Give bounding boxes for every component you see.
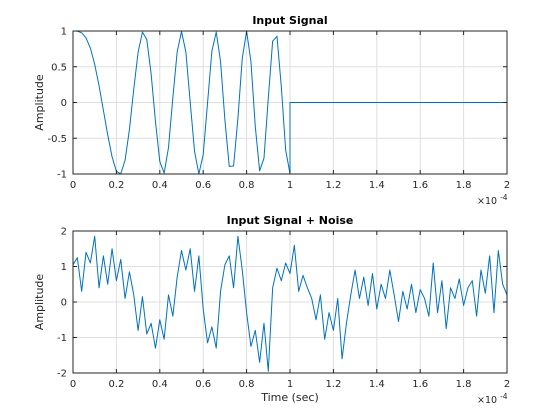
noisy-signal-panel: 0 0.2 0.4 0.6 0.8 1 1.2 1.4 1.6 1.8 2 2 1 0 -1 -2 Input… [33,214,510,406]
noisy-signal-xtick-label: 0.4 [152,379,168,390]
noisy-signal-ticks: 0 0.2 0.4 0.6 0.8 1 1.2 1.4 1.6 1.8 2 2 1 0 -1 -2 [57,227,510,391]
input-signal-ytick-label: 0 [61,98,67,109]
input-signal-xtick-label: 0.4 [152,180,168,191]
input-signal-ytick-label: -1 [57,170,67,181]
input-signal-ylabel: Amplitude [33,74,46,131]
input-signal-xtick-label: 1 [287,180,293,191]
noisy-signal-xlabel: Time (sec) [260,391,319,404]
noisy-signal-xtick-label: 1 [287,379,293,390]
input-signal-xtick-label: 1.6 [412,180,428,191]
noisy-signal-xtick-label: 0.8 [239,379,255,390]
noisy-signal-ytick-label: 0 [61,298,67,309]
noisy-signal-x-exponent-power: -4 [500,392,508,401]
noisy-signal-xtick-label: 1.8 [456,379,472,390]
noisy-signal-xtick-label: 1.4 [369,379,385,390]
input-signal-xtick-label: 0.6 [195,180,211,191]
input-signal-xtick-label: 1.4 [369,180,385,191]
input-signal-xtick-label: 1.8 [456,180,472,191]
noisy-signal-x-exponent-base: ×10 [477,395,497,406]
input-signal-ticks: 0 0.2 0.4 0.6 0.8 1 1.2 1.4 1.6 1.8 2 1 0.5 0 -0.5 -1 [47,27,510,192]
noisy-signal-xtick-label: 2 [504,379,510,390]
input-signal-panel: 0 0.2 0.4 0.6 0.8 1 1.2 1.4 1.6 1.8 2 1 0.5 0 -0.5 -1 I… [33,14,510,207]
input-signal-series-line [72,30,507,175]
input-signal-ytick-label: 1 [61,27,67,38]
noisy-signal-xtick-label: 0.2 [108,379,124,390]
noisy-signal-title: Input Signal + Noise [227,214,354,227]
noisy-signal-ytick-label: 2 [61,227,67,238]
input-signal-xtick-label: 0 [70,180,76,191]
noisy-signal-ytick-label: 1 [61,262,67,273]
noisy-signal-xtick-label: 0 [70,379,76,390]
noisy-signal-ytick-label: -2 [57,369,67,380]
input-signal-xtick-label: 1.2 [325,180,341,191]
noisy-signal-xtick-label: 1.6 [412,379,428,390]
noisy-signal-series-line [72,235,508,372]
input-signal-x-exponent-base: ×10 [477,196,497,207]
input-signal-title: Input Signal [252,14,327,27]
input-signal-x-exponent-power: -4 [500,193,508,202]
noisy-signal-traces [72,235,508,372]
input-signal-ytick-label: 0.5 [51,62,67,73]
noisy-signal-ytick-label: -1 [57,333,67,344]
noisy-signal-ylabel: Amplitude [33,274,46,331]
input-signal-xtick-label: 0.2 [108,180,124,191]
noisy-signal-xtick-label: 0.6 [195,379,211,390]
input-signal-traces [72,30,507,175]
noisy-signal-xtick-label: 1.2 [325,379,341,390]
input-signal-x-exponent: ×10 -4 [477,193,508,207]
input-signal-xtick-label: 0.8 [239,180,255,191]
noisy-signal-x-exponent: ×10 -4 [477,392,508,406]
input-signal-xtick-label: 2 [504,180,510,191]
input-signal-ytick-label: -0.5 [47,134,67,145]
